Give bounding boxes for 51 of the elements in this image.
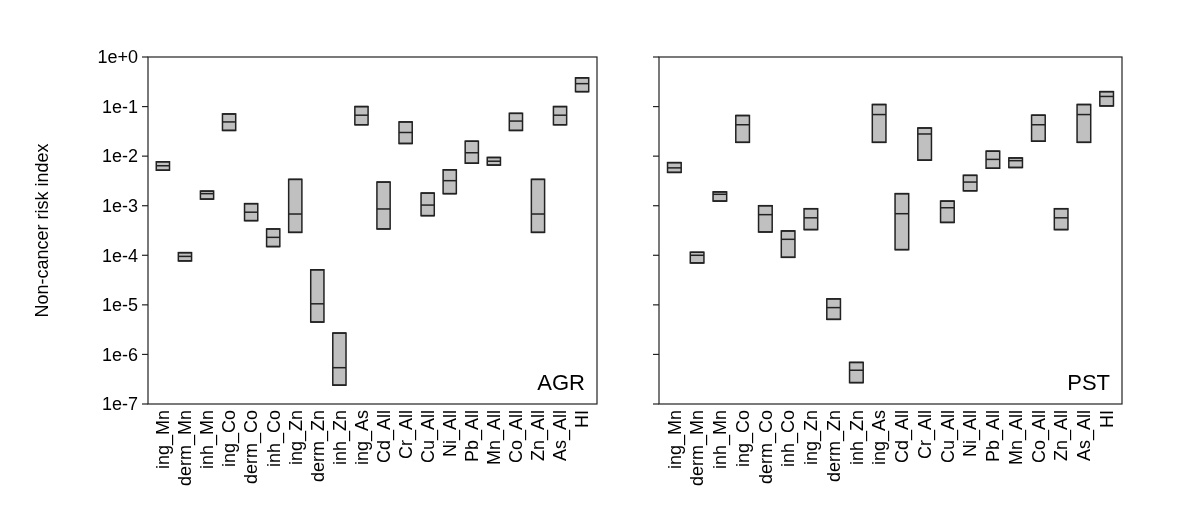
x-tick-label: derm_Mn [687, 410, 709, 487]
x-tick-label: Ni_All [960, 410, 982, 458]
x-tick-label: Mn_All [1005, 410, 1027, 466]
x-tick-label: ing_Co [219, 410, 241, 468]
x-tick-label: derm_Co [241, 410, 263, 485]
x-tick-label: derm_Co [755, 410, 777, 485]
x-tick-label: Cu_All [937, 410, 959, 464]
x-tick-label: derm_Mn [175, 410, 197, 487]
x-tick-label: ing_Mn [153, 410, 175, 470]
x-tick-label: Cd_All [892, 410, 914, 464]
x-tick-label: Cu_All [417, 410, 439, 464]
x-tick-label: inh_Zn [846, 410, 868, 466]
x-tick-label: ing_Co [732, 410, 754, 468]
x-tick-label: HI [1096, 410, 1117, 428]
x-tick-label: Mn_All [484, 410, 506, 466]
x-tick-label: ing_Zn [801, 410, 823, 466]
y-tick-label: 1e-3 [101, 196, 138, 217]
y-tick-label: 1e-2 [101, 146, 138, 167]
y-tick-label: 1e-1 [101, 96, 138, 117]
x-tick-label: Pb_All [462, 410, 484, 463]
x-tick-label: Co_All [506, 410, 528, 464]
x-tick-label: Cr_All [914, 410, 936, 460]
x-tick-label: inh_Mn [710, 410, 732, 470]
x-tick-label: inh_Co [263, 410, 285, 468]
x-tick-label: derm_Zn [823, 410, 845, 483]
x-tick-label: Ni_All [440, 410, 462, 458]
y-tick-label: 1e+0 [97, 47, 138, 68]
x-tick-label: As_All [550, 410, 572, 462]
x-tick-label: ing_Zn [285, 410, 307, 466]
annotation: PST [1067, 370, 1110, 395]
x-tick-label: Cr_All [395, 410, 417, 460]
y-tick-label: 1e-5 [101, 295, 138, 316]
x-tick-label: As_All [1074, 410, 1096, 462]
y-axis-title: Non-cancer risk index [32, 143, 52, 318]
x-tick-label: Zn_All [1051, 410, 1073, 462]
x-tick-label: ing_As [869, 410, 891, 466]
x-tick-label: Zn_All [528, 410, 550, 462]
y-tick-label: 1e-6 [101, 344, 138, 365]
y-tick-label: 1e-7 [101, 394, 138, 415]
x-tick-label: inh_Co [778, 410, 800, 468]
annotation: AGR [537, 370, 585, 395]
x-tick-label: Co_All [1028, 410, 1050, 464]
x-tick-label: derm_Zn [307, 410, 329, 483]
x-tick-label: ing_Mn [664, 410, 686, 470]
x-tick-label: Pb_All [983, 410, 1005, 463]
y-tick-label: 1e-4 [101, 245, 138, 266]
x-tick-label: inh_Zn [329, 410, 351, 466]
x-tick-label: ing_As [351, 410, 373, 466]
x-tick-label: inh_Mn [197, 410, 219, 470]
x-tick-label: Cd_All [373, 410, 395, 464]
x-tick-label: HI [572, 410, 593, 428]
